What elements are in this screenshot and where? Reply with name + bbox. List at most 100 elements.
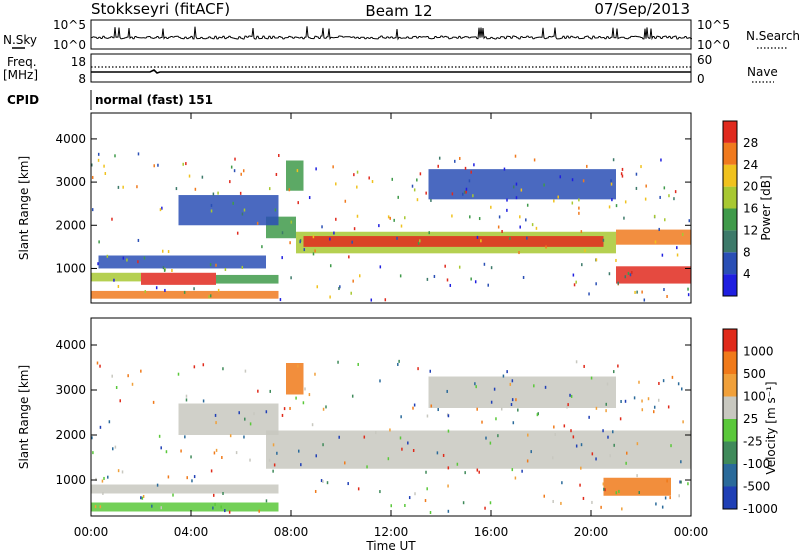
power-speckle (643, 298, 646, 302)
velocity-speckle (447, 509, 450, 513)
velocity-speckle (543, 494, 545, 498)
velocity-speckle (184, 435, 186, 439)
power-speckle (171, 268, 173, 272)
velocity-speckle (322, 407, 325, 411)
velocity-speckle (426, 414, 429, 418)
velocity-speckle (387, 457, 390, 461)
velocity-speckle (220, 505, 222, 509)
power-speckle (229, 180, 231, 184)
power-speckle (526, 203, 529, 207)
power-speckle (666, 294, 668, 298)
velocity-xtick-label: 00:00 (674, 525, 709, 539)
power-speckle (91, 163, 93, 167)
velocity-speckle (552, 499, 554, 503)
power-speckle (153, 164, 155, 168)
power-speckle (480, 239, 482, 243)
velocity-speckle (283, 407, 286, 411)
velocity-speckle (618, 489, 620, 493)
velocity-speckle (210, 469, 213, 473)
power-speckle (582, 179, 585, 183)
power-speckle (687, 287, 689, 291)
power-speckle (329, 237, 331, 241)
velocity-speckle (322, 443, 324, 447)
power-speckle (595, 258, 598, 262)
power-speckle (188, 174, 191, 178)
velocity-speckle (397, 362, 399, 366)
velocity-speckle (481, 420, 483, 424)
power-colorbar-tick: 16 (743, 202, 758, 216)
velocity-speckle (678, 494, 680, 498)
power-speckle (545, 245, 547, 249)
power-speckle (239, 191, 242, 195)
velocity-speckle (101, 479, 104, 483)
velocity-speckle (357, 362, 359, 366)
power-speckle (352, 279, 354, 283)
velocity-speckle (202, 399, 205, 403)
velocity-speckle (553, 425, 555, 429)
power-speckle (114, 154, 116, 158)
velocity-speckle (514, 476, 517, 480)
power-band-1 (141, 272, 216, 285)
velocity-colorbar-swatch (723, 374, 737, 397)
velocity-speckle (653, 410, 655, 414)
power-speckle (578, 206, 580, 210)
power-colorbar-tick: 28 (743, 136, 758, 150)
power-colorbar-swatch (723, 208, 737, 231)
power-speckle (465, 187, 468, 191)
power-speckle (137, 152, 140, 156)
velocity-speckle (375, 431, 377, 435)
velocity-speckle (311, 423, 314, 427)
velocity-colorbar-tick: 25 (743, 412, 758, 426)
power-speckle (296, 169, 299, 173)
velocity-speckle (127, 374, 129, 378)
velocity-speckle (165, 450, 168, 454)
velocity-speckle (191, 479, 193, 483)
velocity-speckle (222, 367, 224, 371)
velocity-speckle (429, 369, 431, 373)
power-band-10 (428, 169, 616, 200)
velocity-speckle (638, 491, 640, 495)
velocity-speckle (612, 430, 614, 434)
power-speckle (387, 215, 390, 219)
freq-label-unit: [MHz] (3, 68, 38, 82)
power-speckle (163, 268, 166, 272)
velocity-speckle (94, 505, 97, 509)
power-speckle (612, 158, 615, 162)
power-speckle (520, 188, 523, 192)
power-speckle (393, 218, 395, 222)
power-speckle (449, 283, 452, 287)
power-speckle (660, 158, 662, 162)
power-speckle (458, 265, 461, 269)
velocity-speckle (575, 444, 578, 448)
power-speckle (636, 290, 638, 294)
velocity-speckle (414, 492, 416, 496)
velocity-speckle (390, 504, 392, 508)
velocity-speckle (595, 457, 597, 461)
velocity-speckle (215, 448, 218, 452)
velocity-speckle (554, 433, 556, 437)
date-title: 07/Sep/2013 (594, 0, 690, 18)
velocity-speckle (103, 476, 105, 480)
power-speckle (210, 203, 213, 207)
velocity-speckle (366, 465, 368, 469)
power-speckle (384, 298, 387, 302)
velocity-speckle (99, 364, 101, 368)
velocity-speckle (314, 489, 317, 493)
velocity-speckle (536, 413, 539, 417)
power-speckle (261, 245, 263, 249)
power-speckle (97, 152, 100, 156)
power-speckle (315, 167, 317, 171)
velocity-speckle (511, 398, 514, 402)
power-speckle (201, 175, 204, 179)
velocity-speckle (560, 501, 562, 505)
velocity-colorbar-tick: 100 (743, 390, 766, 404)
power-speckle (391, 177, 394, 181)
velocity-speckle (447, 414, 450, 418)
velocity-speckle (426, 487, 428, 491)
velocity-speckle (679, 480, 681, 484)
velocity-speckle (253, 412, 255, 416)
power-speckle (506, 198, 508, 202)
power-speckle (399, 274, 402, 278)
power-band-0 (91, 290, 279, 299)
velocity-speckle (510, 402, 513, 406)
